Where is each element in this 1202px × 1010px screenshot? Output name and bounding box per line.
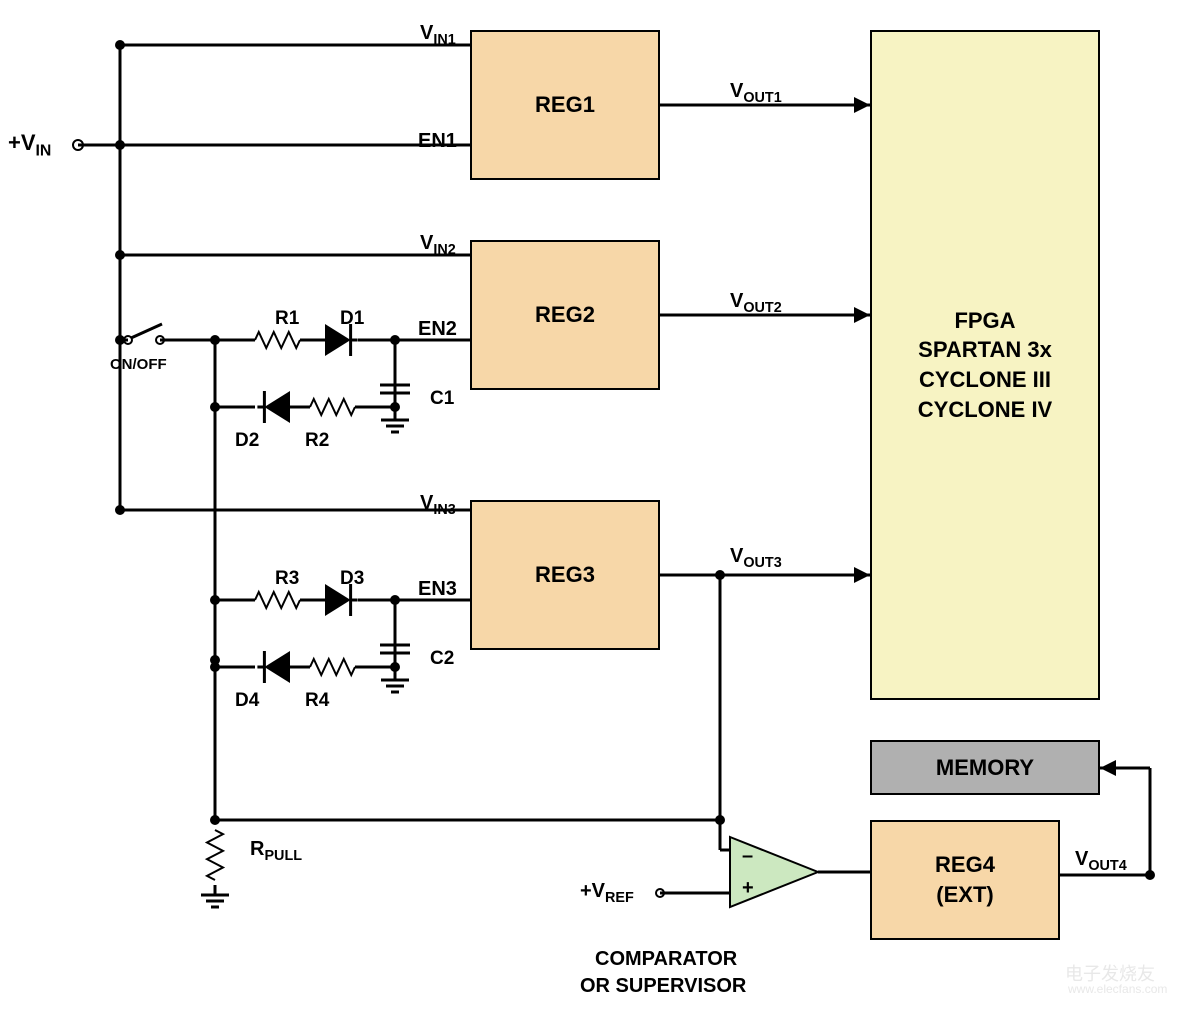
label-c1: C1 xyxy=(430,388,454,410)
block-reg2: REG2 xyxy=(470,240,660,390)
block-memory: MEMORY xyxy=(870,740,1100,795)
label-vout3: VOUT3 xyxy=(730,545,782,571)
svg-text:–: – xyxy=(742,845,753,867)
label-vin3: VIN3 xyxy=(420,492,456,518)
label-vref: +VREF xyxy=(580,880,634,906)
block-reg3: REG3 xyxy=(470,500,660,650)
block-fpga: FPGASPARTAN 3xCYCLONE IIICYCLONE IV xyxy=(870,30,1100,700)
label-rpull: RPULL xyxy=(250,838,302,864)
label-vin: +VIN xyxy=(8,130,51,160)
label-c2: C2 xyxy=(430,648,454,670)
block-reg4: REG4(EXT) xyxy=(870,820,1060,940)
label-d3: D3 xyxy=(340,568,364,590)
label-vout4: VOUT4 xyxy=(1075,848,1127,874)
label-onoff: ON/OFF xyxy=(110,356,167,373)
svg-text:+: + xyxy=(742,877,754,899)
label-r1: R1 xyxy=(275,308,299,330)
label-comp1: COMPARATOR xyxy=(595,948,737,971)
label-r2: R2 xyxy=(305,430,329,452)
label-en2: EN2 xyxy=(418,318,457,341)
label-vin2: VIN2 xyxy=(420,232,456,258)
label-r4: R4 xyxy=(305,690,329,712)
label-r3: R3 xyxy=(275,568,299,590)
label-en1: EN1 xyxy=(418,130,457,153)
label-d1: D1 xyxy=(340,308,364,330)
block-reg1: REG1 xyxy=(470,30,660,180)
label-watermark2: www.elecfans.com xyxy=(1068,982,1167,996)
label-comp2: OR SUPERVISOR xyxy=(580,975,746,998)
label-vout2: VOUT2 xyxy=(730,290,782,316)
label-en3: EN3 xyxy=(418,578,457,601)
label-vout1: VOUT1 xyxy=(730,80,782,106)
label-vin1: VIN1 xyxy=(420,22,456,48)
label-d2: D2 xyxy=(235,430,259,452)
label-d4: D4 xyxy=(235,690,259,712)
